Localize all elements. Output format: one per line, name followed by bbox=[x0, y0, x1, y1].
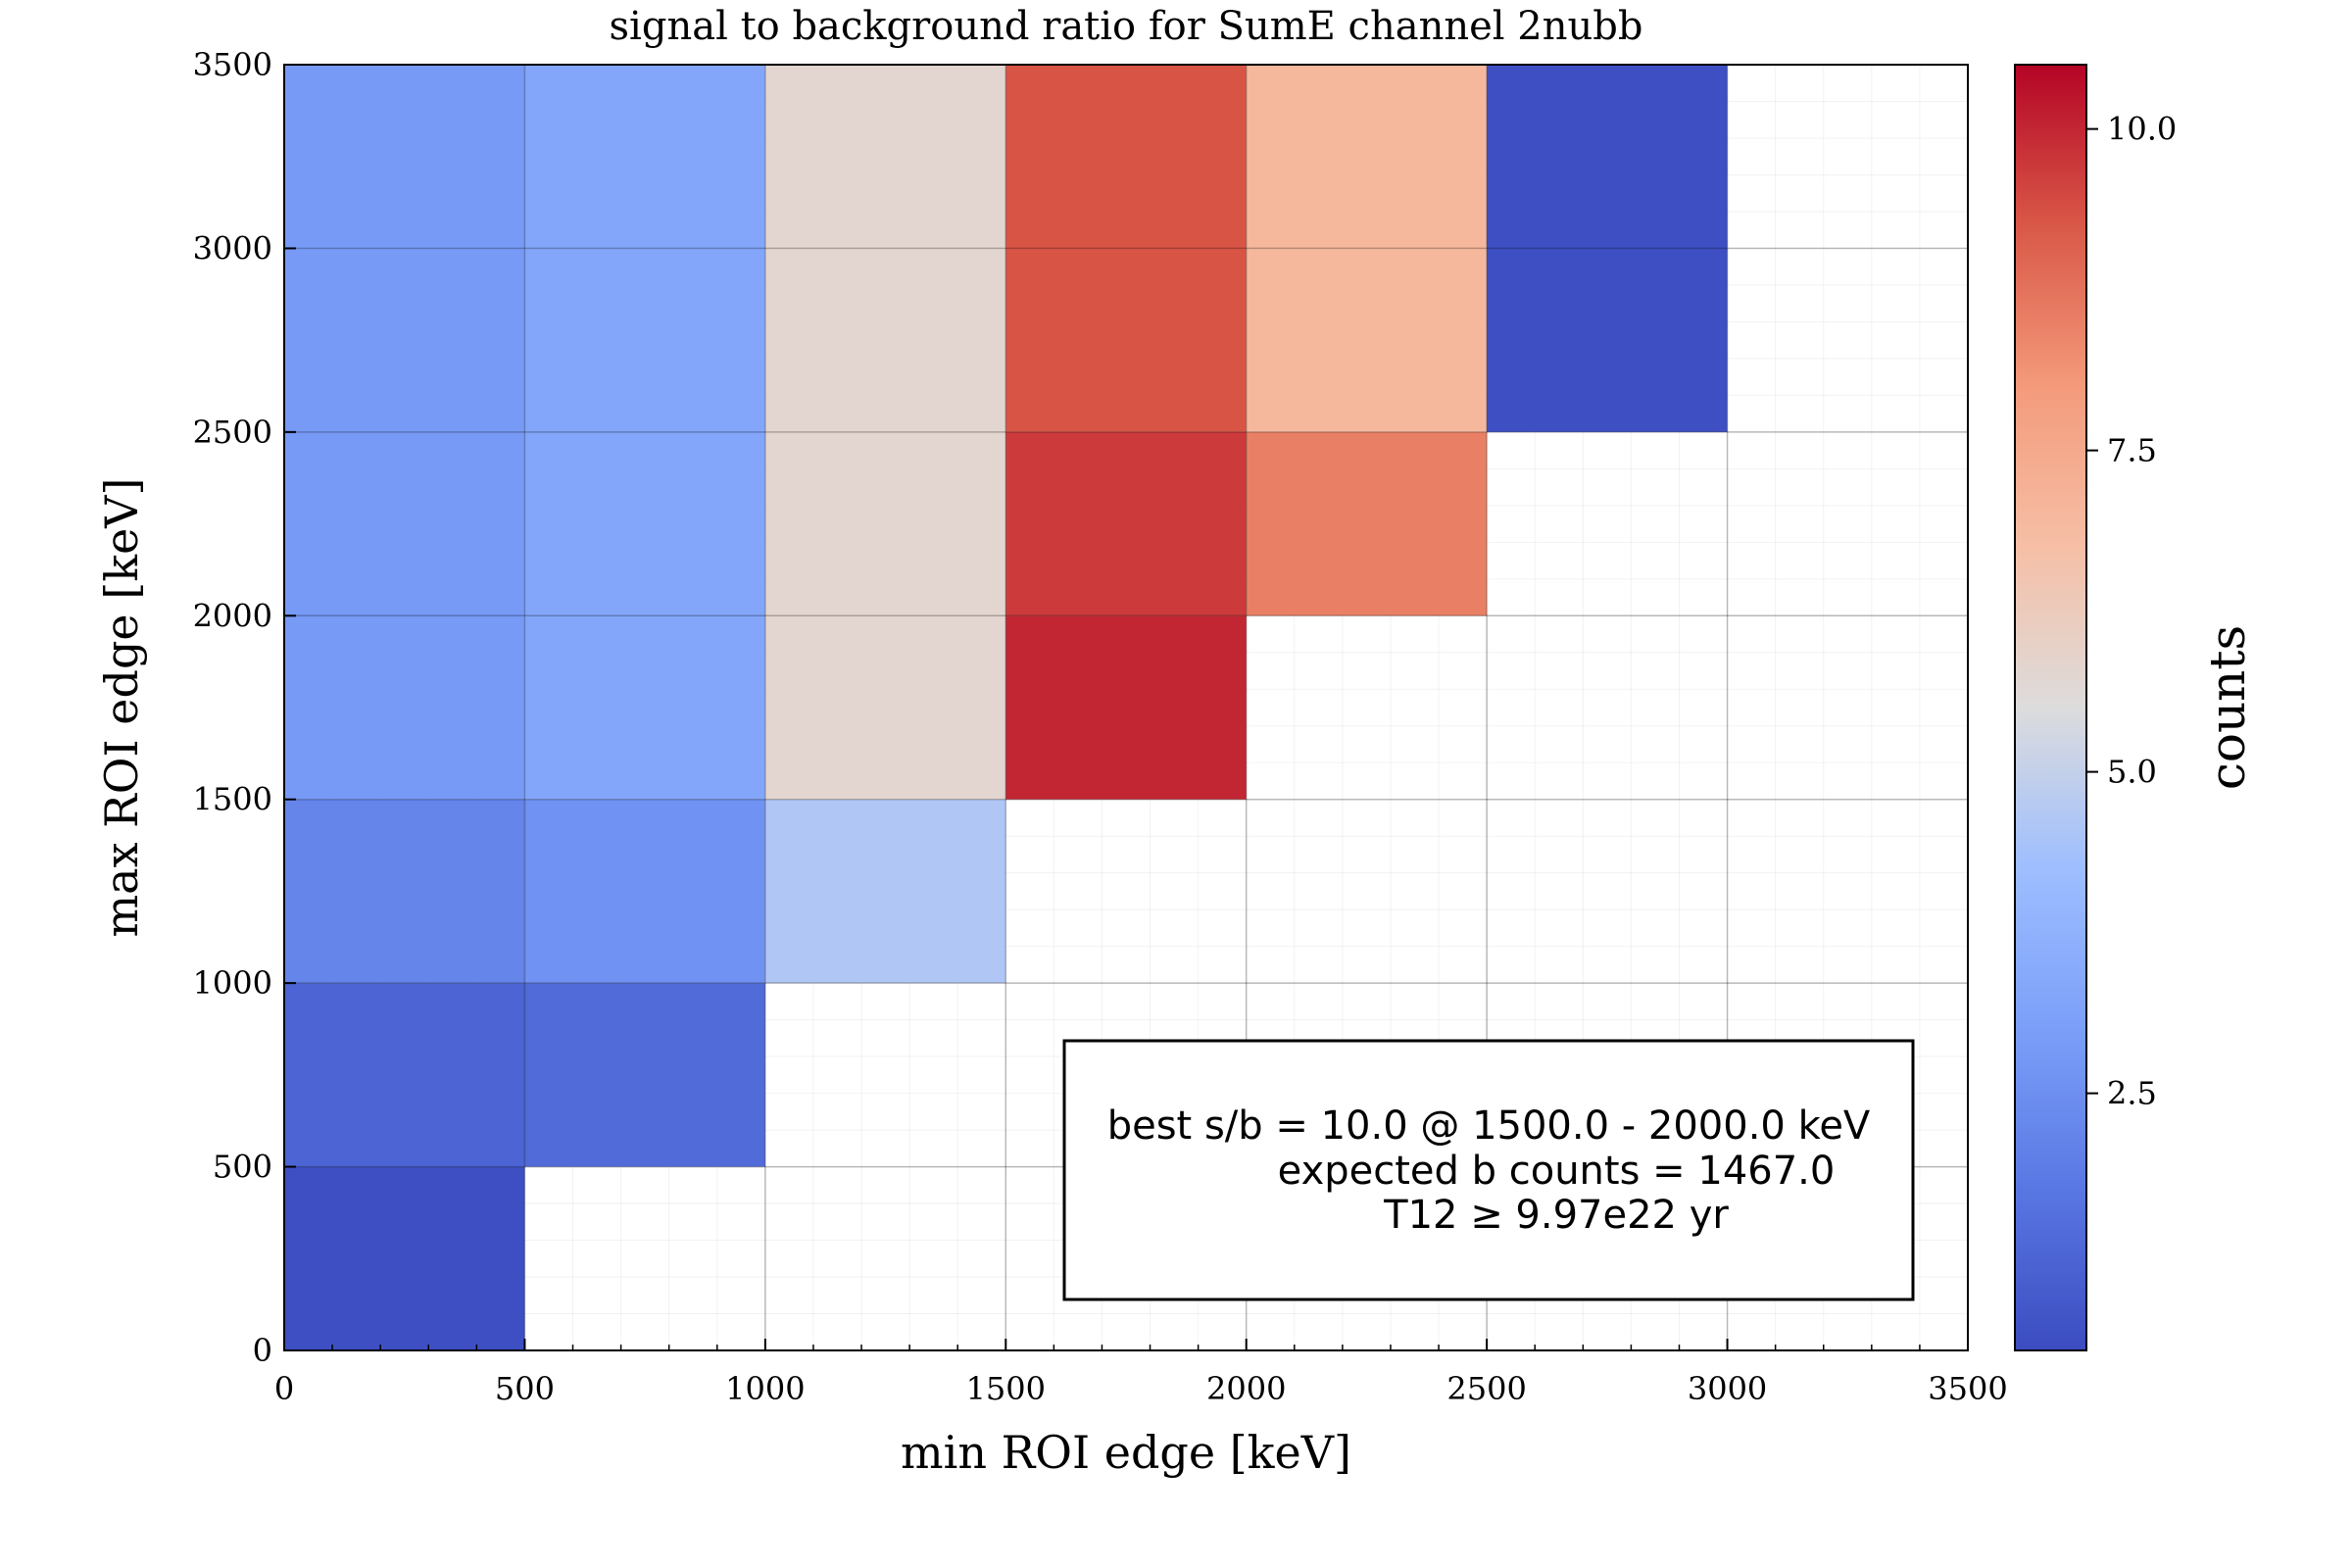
heatmap-cell bbox=[764, 799, 1006, 984]
x-tick-label: 3500 bbox=[1928, 1370, 2007, 1407]
heatmap-cell bbox=[284, 983, 525, 1167]
heatmap-cell bbox=[1005, 615, 1247, 800]
colorbar-ticks: 2.5 5.0 7.5 10.0 bbox=[2086, 111, 2177, 1112]
y-tick-label: 1500 bbox=[193, 781, 272, 818]
colorbar-label: counts bbox=[2199, 625, 2256, 790]
colorbar-tick-label: 2.5 bbox=[2107, 1075, 2157, 1112]
colorbar-frame bbox=[2014, 64, 2087, 1351]
heatmap-cell bbox=[284, 1166, 525, 1350]
x-tick-label: 500 bbox=[495, 1370, 555, 1407]
y-tick-label: 2500 bbox=[193, 414, 272, 451]
annotation-line-best: best s/b = 10.0 @ 1500.0 - 2000.0 keV bbox=[1107, 1103, 1871, 1149]
colorbar-tick-label: 10.0 bbox=[2107, 111, 2177, 148]
x-tick-label: 1000 bbox=[725, 1370, 805, 1407]
colorbar bbox=[2015, 65, 2086, 1350]
heatmap-cell bbox=[1246, 65, 1488, 432]
annotation-frame bbox=[1062, 1039, 1915, 1301]
colorbar-tick-label: 5.0 bbox=[2107, 754, 2157, 791]
y-tick-label: 3500 bbox=[193, 46, 272, 83]
x-axis-label: min ROI edge [keV] bbox=[901, 1426, 1351, 1479]
heatmap-cell bbox=[284, 799, 525, 984]
annotation-line-t12: T12 ≥ 9.97e22 yr bbox=[1383, 1193, 1729, 1238]
x-tick-label: 1500 bbox=[966, 1370, 1046, 1407]
y-tick-label: 500 bbox=[213, 1149, 272, 1186]
x-tick-label: 3000 bbox=[1688, 1370, 1767, 1407]
heatmap-cell bbox=[524, 65, 765, 800]
x-tick-label: 0 bbox=[274, 1370, 294, 1407]
y-tick-label: 3000 bbox=[193, 229, 272, 267]
heatmap-cell bbox=[1005, 65, 1247, 432]
heatmap-cell bbox=[1246, 431, 1488, 616]
colorbar-tick-label: 7.5 bbox=[2107, 432, 2157, 469]
y-axis-label: max ROI edge [keV] bbox=[95, 478, 148, 938]
annotation-line-counts: expected b counts = 1467.0 bbox=[1278, 1149, 1836, 1194]
heatmap-cell bbox=[1487, 65, 1728, 432]
heatmap-cell bbox=[764, 65, 1006, 800]
y-axis-ticks: 0 500 1000 1500 2000 2500 3000 3500 bbox=[193, 46, 296, 1369]
heatmap-cell bbox=[284, 65, 525, 800]
y-tick-label: 2000 bbox=[193, 597, 272, 634]
x-axis-ticks: 0 500 1000 1500 2000 2500 3000 3500 bbox=[274, 1339, 2008, 1407]
heatmap-cell bbox=[1005, 431, 1247, 616]
annotation-box: best s/b = 10.0 @ 1500.0 - 2000.0 keV ex… bbox=[1062, 1039, 1915, 1301]
x-tick-label: 2000 bbox=[1206, 1370, 1286, 1407]
heatmap-cells bbox=[284, 65, 1728, 1350]
y-tick-label: 1000 bbox=[193, 964, 272, 1002]
heatmap-cell bbox=[524, 983, 765, 1167]
chart-title: signal to background ratio for SumE chan… bbox=[610, 4, 1643, 49]
plot-frame bbox=[283, 64, 1969, 1351]
y-tick-label: 0 bbox=[253, 1332, 272, 1369]
heatmap-cell bbox=[524, 799, 765, 984]
x-tick-label: 2500 bbox=[1446, 1370, 1526, 1407]
